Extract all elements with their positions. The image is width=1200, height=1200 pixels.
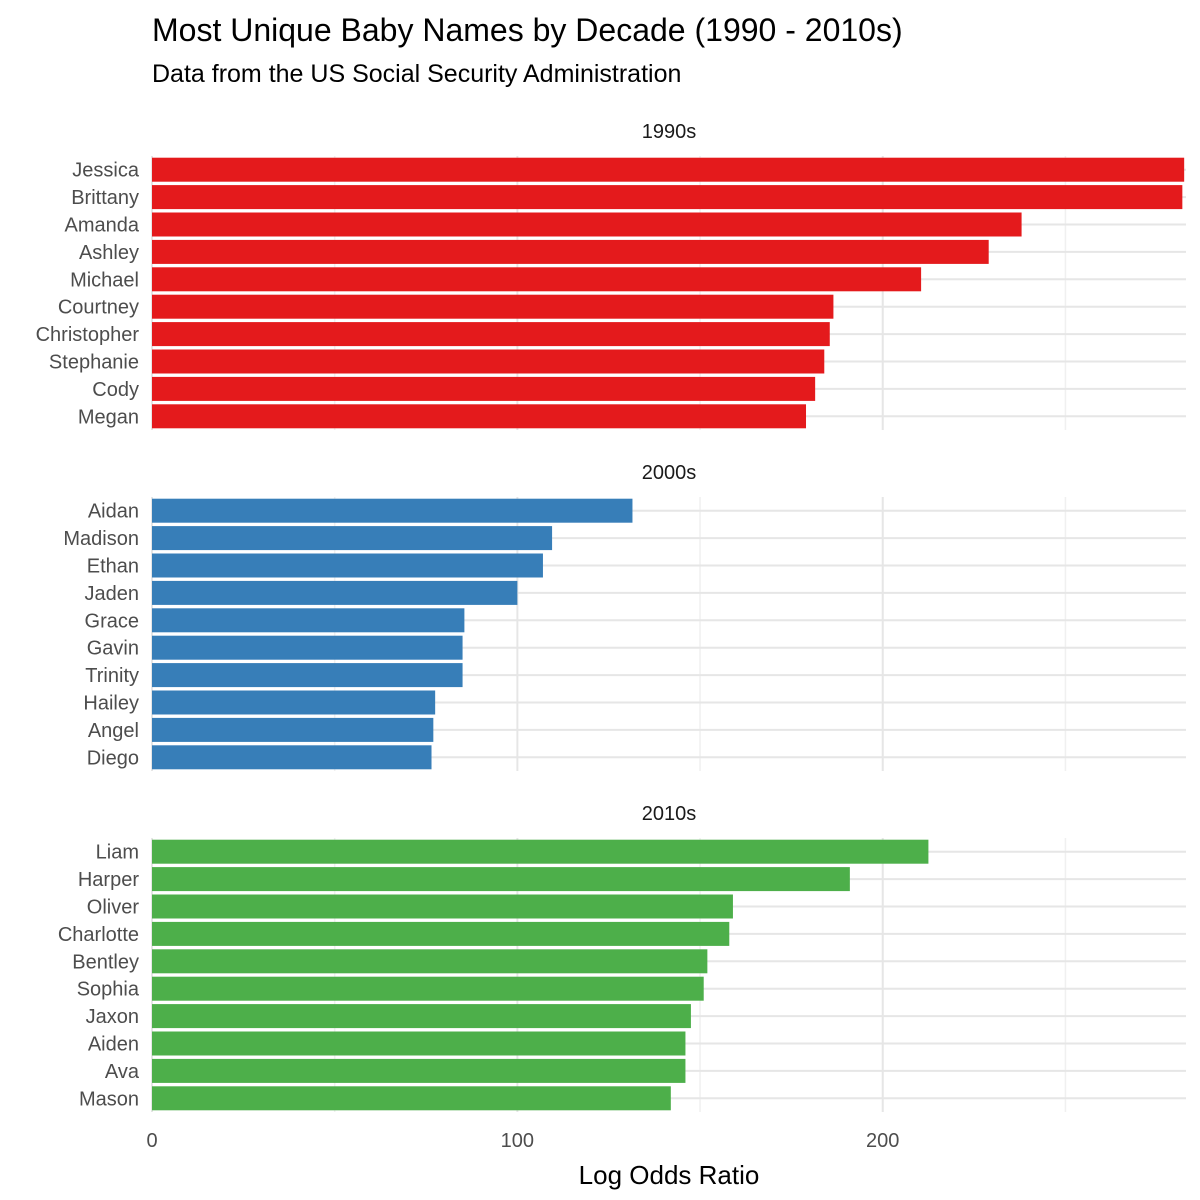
category-label: Christopher <box>36 324 140 346</box>
bar-jessica <box>152 157 1185 182</box>
category-label: Jaden <box>85 583 140 605</box>
bar-ethan <box>152 553 543 578</box>
category-label: Brittany <box>71 187 139 209</box>
bar-sophia <box>152 976 704 1001</box>
facet-panel-2010s: 2010s Liam Harper Oliver Charlotte Bentley Sop… <box>58 803 1186 1112</box>
facet-title: 2010s <box>642 803 697 825</box>
bar-harper <box>152 867 850 892</box>
category-label: Ethan <box>87 556 139 578</box>
category-label: Ashley <box>79 242 139 264</box>
bar-christopher <box>152 322 830 347</box>
bar-gavin <box>152 635 463 660</box>
category-label: Madison <box>63 528 139 550</box>
category-label: Angel <box>88 720 139 742</box>
bar-diego <box>152 745 432 770</box>
category-label: Aidan <box>88 501 139 523</box>
category-label: Aiden <box>88 1034 139 1056</box>
bar-charlotte <box>152 921 730 946</box>
bar-courtney <box>152 294 834 319</box>
x-tick-label: 200 <box>866 1130 899 1152</box>
category-label: Amanda <box>65 215 140 237</box>
bar-jaden <box>152 580 518 605</box>
bar-stephanie <box>152 349 825 374</box>
category-label: Megan <box>78 406 139 428</box>
bar-hailey <box>152 690 436 715</box>
facet-panel-2000s: 2000s Aidan Madison Ethan Jaden Grace Gavin Tri… <box>63 462 1186 771</box>
bar-brittany <box>152 185 1183 210</box>
x-axis-title: Log Odds Ratio <box>579 1160 760 1190</box>
category-label: Michael <box>70 269 139 291</box>
bar-mason <box>152 1086 671 1111</box>
category-label: Liam <box>96 842 139 864</box>
category-label: Jaxon <box>86 1006 139 1028</box>
category-label: Mason <box>79 1088 139 1110</box>
category-label: Diego <box>87 747 139 769</box>
category-label: Oliver <box>87 897 140 919</box>
bar-oliver <box>152 894 733 919</box>
category-label: Jessica <box>72 160 140 182</box>
bar-madison <box>152 526 553 551</box>
chart-subtitle: Data from the US Social Security Adminis… <box>152 60 682 88</box>
chart-title: Most Unique Baby Names by Decade (1990 -… <box>152 12 903 48</box>
category-label: Ava <box>105 1061 140 1083</box>
bar-megan <box>152 404 807 429</box>
category-label: Sophia <box>77 979 140 1001</box>
bar-trinity <box>152 663 463 688</box>
bar-liam <box>152 839 929 864</box>
bar-aiden <box>152 1031 686 1056</box>
category-label: Hailey <box>83 693 139 715</box>
facet-title: 2000s <box>642 462 697 484</box>
facet-title: 1990s <box>642 121 697 143</box>
category-label: Bentley <box>72 951 139 973</box>
category-label: Courtney <box>58 297 139 319</box>
bar-aidan <box>152 498 633 523</box>
bar-grace <box>152 608 465 633</box>
bar-amanda <box>152 212 1022 237</box>
bar-jaxon <box>152 1004 691 1029</box>
category-label: Charlotte <box>58 924 139 946</box>
category-label: Cody <box>92 379 139 401</box>
bar-ashley <box>152 239 989 264</box>
category-label: Gavin <box>87 638 139 660</box>
bar-bentley <box>152 949 708 974</box>
category-label: Stephanie <box>49 352 139 374</box>
x-tick-label: 0 <box>146 1130 157 1152</box>
bar-ava <box>152 1058 686 1083</box>
category-label: Grace <box>85 610 139 632</box>
facet-panel-1990s: 1990s Jessica Brittany Amanda Ashley Michael C… <box>36 121 1186 430</box>
bar-angel <box>152 717 434 742</box>
bar-michael <box>152 267 922 292</box>
category-label: Trinity <box>85 665 139 687</box>
bar-cody <box>152 376 816 401</box>
x-tick-label: 100 <box>501 1130 534 1152</box>
category-label: Harper <box>78 869 139 891</box>
